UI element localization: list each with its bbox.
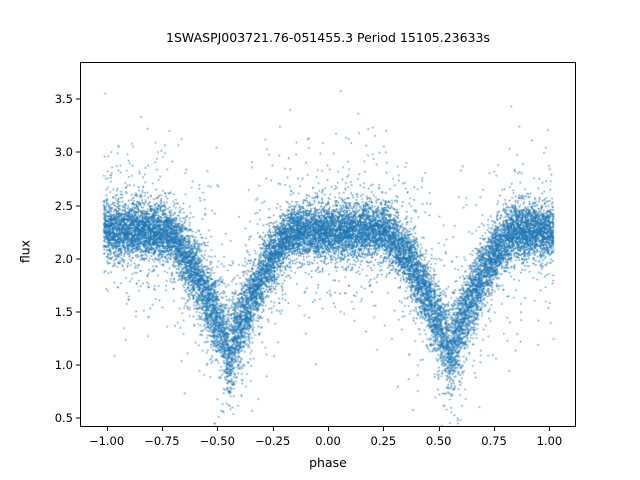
x-tick-mark: [328, 427, 329, 431]
y-tick-label: 0.5: [54, 411, 73, 426]
y-tick-label: 3.0: [54, 145, 73, 160]
x-tick-mark: [272, 427, 274, 431]
scatter-plot-canvas: [81, 63, 575, 426]
x-tick-label: −0.75: [144, 434, 180, 448]
plot-axes: [80, 62, 576, 427]
x-tick-mark: [383, 427, 385, 431]
chart-title: 1SWASPJ003721.76-051455.3 Period 15105.2…: [166, 30, 490, 45]
x-tick-label: 0.00: [315, 434, 341, 448]
y-tick-mark: [76, 417, 80, 419]
x-tick-label: −1.00: [88, 434, 125, 448]
y-tick-mark: [76, 151, 80, 153]
y-tick-label: 1.0: [54, 358, 73, 373]
y-tick-mark: [76, 205, 80, 207]
x-tick-mark: [161, 427, 163, 431]
x-tick-mark: [217, 427, 219, 431]
y-tick-label: 1.5: [54, 305, 73, 320]
y-tick-mark: [76, 311, 80, 313]
y-tick-label: 2.0: [54, 251, 73, 266]
y-axis-label: flux: [17, 239, 33, 264]
y-tick-mark: [76, 364, 80, 366]
x-tick-mark: [549, 427, 551, 431]
x-tick-label: −0.25: [255, 434, 291, 448]
y-tick-label: 3.5: [54, 92, 73, 107]
x-tick-mark: [494, 427, 496, 431]
x-tick-label: 1.00: [536, 434, 563, 448]
y-tick-mark: [76, 98, 80, 100]
x-axis-tick-labels: −1.00 −0.75 −0.50 −0.25 0.00 0.25 0.50 0.75 1.00: [0, 434, 640, 454]
x-tick-mark: [438, 427, 440, 431]
y-tick-label: 2.5: [54, 198, 73, 213]
y-tick-mark: [76, 258, 80, 260]
x-tick-label: 0.75: [481, 434, 507, 448]
x-tick-label: −0.50: [199, 434, 235, 448]
y-axis-tick-labels: 0.5 1.0 1.5 2.0 2.5 3.0 3.5: [0, 0, 73, 480]
x-tick-label: 0.50: [425, 434, 452, 448]
x-axis-label: phase: [309, 455, 347, 470]
x-tick-label: 0.25: [370, 434, 397, 448]
x-tick-mark: [106, 427, 108, 431]
